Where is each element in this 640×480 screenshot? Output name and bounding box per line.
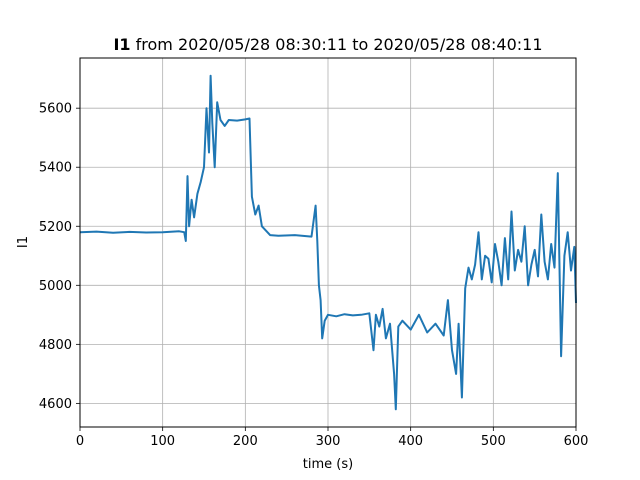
x-tick-label: 500 [481,434,506,449]
y-tick-label: 5400 [39,161,72,176]
y-axis-label: I1 [16,236,31,248]
chart-title-rest: from 2020/05/28 08:30:11 to 2020/05/28 0… [131,35,543,54]
y-tick-label: 4600 [39,397,72,412]
chart-title: I1 from 2020/05/28 08:30:11 to 2020/05/2… [113,35,542,54]
series-line [79,74,577,411]
series-layer [79,74,577,411]
x-tick-label: 400 [398,434,423,449]
y-tick-label: 4800 [39,338,72,353]
chart-title-bold: I1 [113,35,130,54]
x-tick-label: 100 [150,434,175,449]
x-tick-label: 600 [564,434,589,449]
x-axis-label: time (s) [303,457,353,472]
y-tick-label: 5600 [39,102,72,117]
grid-lines [79,58,577,427]
x-tick-label: 0 [76,434,84,449]
axis-ticks: 0 100 200 300 400 500 600 4600 4800 5000 5200 5400 5… [39,102,589,449]
x-tick-label: 300 [316,434,341,449]
y-tick-label: 5000 [39,279,72,294]
y-tick-label: 5200 [39,220,72,235]
x-tick-label: 200 [233,434,258,449]
